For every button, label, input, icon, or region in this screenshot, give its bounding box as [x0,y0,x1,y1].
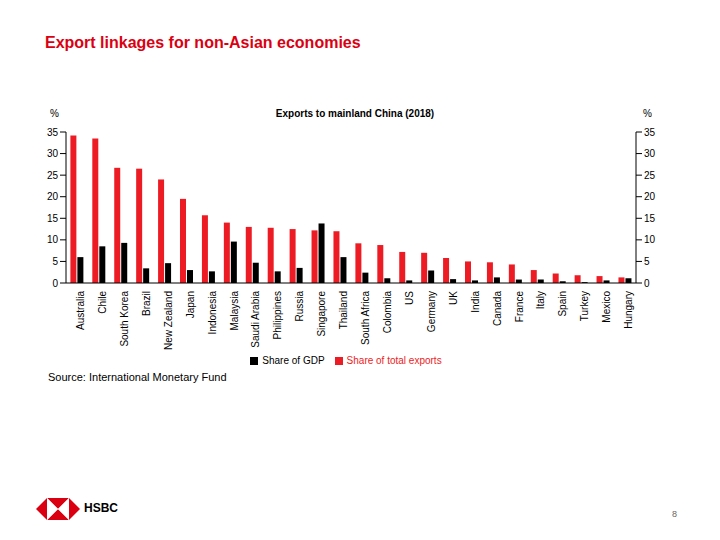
svg-text:New Zealand: New Zealand [163,291,174,350]
svg-text:Canada: Canada [492,291,503,326]
svg-text:Japan: Japan [185,291,196,318]
svg-text:India: India [470,291,481,313]
svg-text:0: 0 [644,278,650,289]
html-text:HSBC: HSBC [84,501,118,515]
svg-text:Colombia: Colombia [382,291,393,334]
html-text:Exports to mainland China (201: Exports to mainland China (2018) [275,108,435,119]
svg-text:20: 20 [47,191,59,202]
svg-text:15: 15 [47,213,59,224]
svg-text:France: France [514,291,525,323]
svg-text:Germany: Germany [426,291,437,332]
svg-text:Saudi Arabia: Saudi Arabia [250,291,261,348]
svg-text:30: 30 [644,148,656,159]
svg-text:Australia: Australia [75,291,86,330]
svg-text:35: 35 [47,127,59,138]
svg-text:25: 25 [644,170,656,181]
svg-text:Indonesia: Indonesia [207,291,218,335]
svg-text:20: 20 [644,191,656,202]
svg-text:10: 10 [47,234,59,245]
svg-text:US: US [404,291,415,305]
svg-text:10: 10 [644,234,656,245]
html-text:Source: International Monetary: Source: International Monetary Fund [48,371,227,383]
svg-text:South Africa: South Africa [360,291,371,345]
svg-text:Chile: Chile [97,291,108,314]
svg-text:Hungary: Hungary [623,291,634,329]
svg-text:Russia: Russia [294,291,305,322]
svg-text:Philippines: Philippines [272,291,283,339]
svg-text:15: 15 [644,213,656,224]
svg-text:Brazil: Brazil [141,291,152,316]
svg-text:Turkey: Turkey [579,291,590,321]
svg-text:Singapore: Singapore [316,291,327,337]
html-text:8: 8 [672,509,677,519]
html-text:Share of GDP: Share of GDP [262,355,325,366]
html-text:Share of total exports: Share of total exports [346,355,442,366]
svg-text:30: 30 [47,148,59,159]
svg-text:Italy: Italy [535,291,546,309]
svg-text:Malaysia: Malaysia [229,291,240,331]
svg-text:0: 0 [52,278,58,289]
svg-text:South Korea: South Korea [119,291,130,347]
svg-text:25: 25 [47,170,59,181]
svg-text:35: 35 [644,127,656,138]
svg-text:Thailand: Thailand [338,291,349,329]
svg-text:5: 5 [52,256,58,267]
html-text:Export linkages for non-Asian: Export linkages for non-Asian economies [45,34,361,51]
svg-text:Mexico: Mexico [601,291,612,323]
svg-text:5: 5 [644,256,650,267]
svg-text:Spain: Spain [557,291,568,317]
svg-text:UK: UK [448,291,459,305]
